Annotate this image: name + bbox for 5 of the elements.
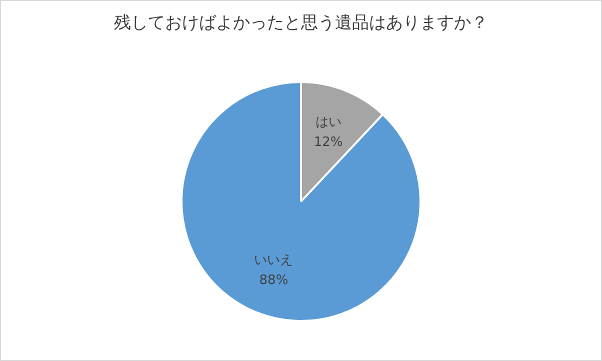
data-label: 88% (259, 272, 288, 288)
slice-label: はい (315, 114, 342, 130)
data-label: 12% (314, 134, 343, 150)
slice-label: いいえ (254, 252, 294, 268)
chart-title: 残しておけばよかったと思う遺品はありますか？ (113, 12, 489, 34)
